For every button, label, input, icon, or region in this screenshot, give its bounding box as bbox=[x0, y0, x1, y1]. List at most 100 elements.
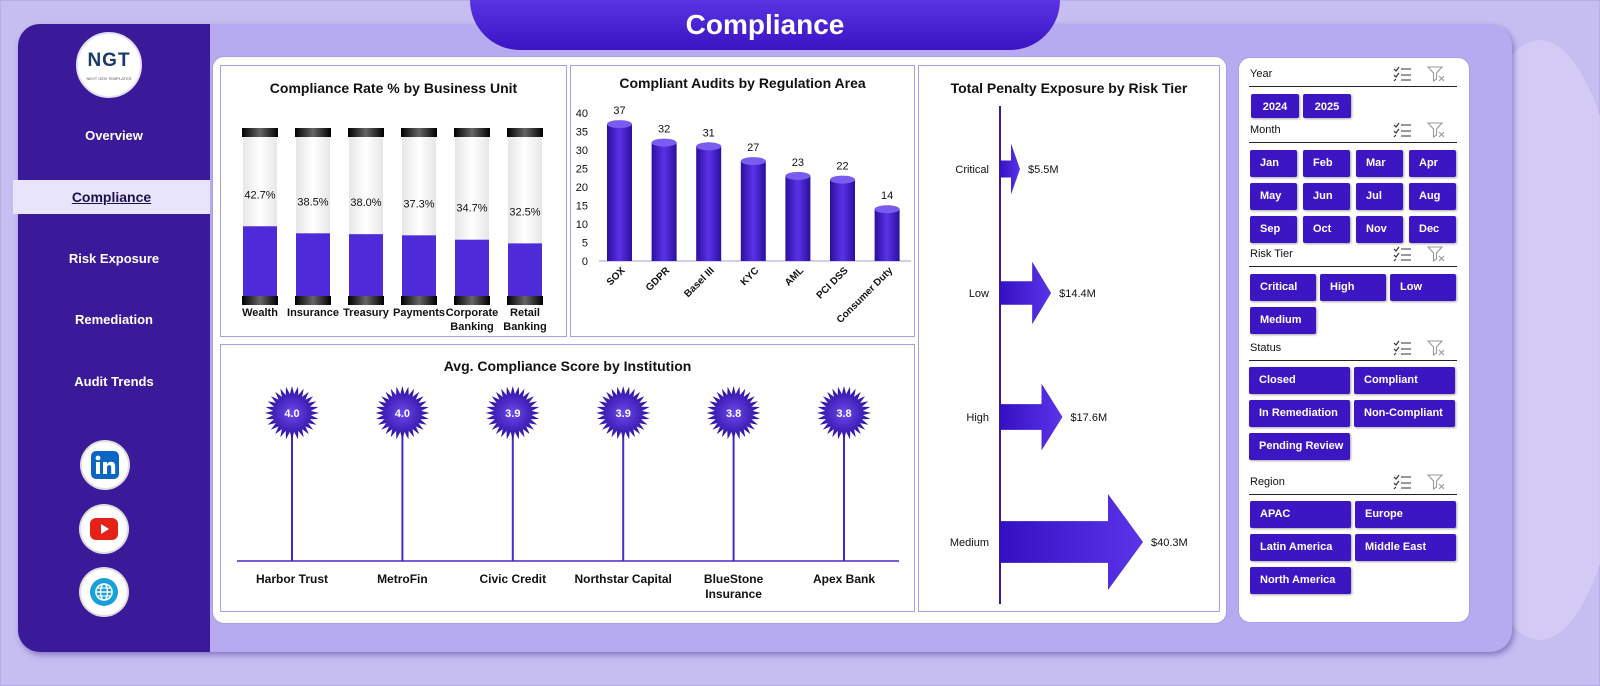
category-label: Harbor Trust bbox=[256, 572, 328, 586]
compliance-bar bbox=[243, 226, 277, 298]
youtube-button[interactable] bbox=[81, 506, 127, 552]
filter-status-compliant[interactable]: Compliant bbox=[1354, 367, 1455, 394]
category-label: KYC bbox=[739, 265, 762, 288]
multi-select-icon[interactable] bbox=[1393, 246, 1411, 262]
filter-month-jan[interactable]: Jan bbox=[1250, 150, 1297, 177]
filter-month-may[interactable]: May bbox=[1250, 183, 1297, 210]
filter-month-dec[interactable]: Dec bbox=[1409, 216, 1456, 243]
y-tick-label: 0 bbox=[582, 256, 588, 268]
linkedin-button[interactable] bbox=[82, 442, 128, 488]
category-label: AML bbox=[783, 265, 806, 288]
page-title: Compliance bbox=[685, 9, 845, 40]
tube-cap-bottom bbox=[242, 296, 278, 305]
filter-header-region: Region bbox=[1249, 474, 1457, 495]
filter-month-aug[interactable]: Aug bbox=[1409, 183, 1456, 210]
youtube-icon bbox=[90, 518, 118, 540]
filter-month-mar[interactable]: Mar bbox=[1356, 150, 1403, 177]
filter-month-sep[interactable]: Sep bbox=[1250, 216, 1297, 243]
penalty-arrow bbox=[1000, 494, 1143, 590]
y-tick-label: 35 bbox=[576, 127, 588, 139]
data-label: 23 bbox=[792, 157, 804, 169]
filter-year-2025[interactable]: 2025 bbox=[1303, 94, 1351, 118]
y-tick-label: 20 bbox=[576, 182, 588, 194]
multi-select-icon[interactable] bbox=[1393, 474, 1411, 490]
filter-month-jul[interactable]: Jul bbox=[1356, 183, 1403, 210]
filter-status-pending-review[interactable]: Pending Review bbox=[1249, 433, 1350, 460]
category-label: GDPR bbox=[644, 265, 673, 294]
filter-risk-critical[interactable]: Critical bbox=[1250, 274, 1316, 301]
data-label: 4.0 bbox=[395, 408, 410, 420]
score-burst bbox=[375, 386, 430, 440]
y-tick-label: 25 bbox=[576, 164, 588, 176]
sidebar-item-overview[interactable]: Overview bbox=[85, 128, 143, 143]
clear-filter-icon[interactable] bbox=[1427, 66, 1445, 82]
multi-select-icon[interactable] bbox=[1393, 66, 1411, 82]
score-burst bbox=[706, 386, 761, 440]
tube-cap-bottom bbox=[454, 296, 490, 305]
filter-risk-high[interactable]: High bbox=[1320, 274, 1386, 301]
filter-status-closed[interactable]: Closed bbox=[1249, 367, 1350, 394]
category-label: Corporate bbox=[446, 307, 499, 319]
filter-status-in-remediation[interactable]: In Remediation bbox=[1249, 400, 1350, 427]
clear-filter-icon[interactable] bbox=[1427, 246, 1445, 262]
chart-avg-compliance-score: Avg. Compliance Score by Institution 4.0… bbox=[220, 344, 915, 612]
data-label: 32.5% bbox=[509, 206, 540, 218]
sidebar-item-risk-exposure[interactable]: Risk Exposure bbox=[68, 251, 160, 266]
filter-region-latin-america[interactable]: Latin America bbox=[1250, 534, 1351, 561]
score-burst bbox=[265, 386, 319, 440]
audit-bar-top bbox=[830, 175, 855, 184]
chart-title: Total Penalty Exposure by Risk Tier bbox=[950, 80, 1188, 96]
score-burst bbox=[596, 386, 651, 440]
data-label: 14 bbox=[881, 190, 893, 202]
category-label: Banking bbox=[503, 321, 546, 333]
data-label: 31 bbox=[703, 127, 715, 139]
filter-region-north-america[interactable]: North America bbox=[1250, 567, 1351, 594]
filter-month-feb[interactable]: Feb bbox=[1303, 150, 1350, 177]
filter-month-oct[interactable]: Oct bbox=[1303, 216, 1350, 243]
tube-cap-top bbox=[242, 128, 278, 137]
filter-region-middle-east[interactable]: Middle East bbox=[1355, 534, 1456, 561]
multi-select-icon[interactable] bbox=[1393, 340, 1411, 356]
clear-filter-icon[interactable] bbox=[1427, 122, 1445, 138]
category-label: Banking bbox=[450, 321, 493, 333]
filter-header-status: Status bbox=[1249, 340, 1457, 361]
data-label: 42.7% bbox=[244, 189, 275, 201]
tube-cap-bottom bbox=[401, 296, 437, 305]
audit-bar bbox=[696, 146, 722, 261]
compliance-bar bbox=[349, 234, 383, 298]
sidebar-item-audit-trends[interactable]: Audit Trends bbox=[74, 374, 154, 389]
filter-month-nov[interactable]: Nov bbox=[1356, 216, 1403, 243]
filter-month-apr[interactable]: Apr bbox=[1409, 150, 1456, 177]
audit-bar-top bbox=[696, 142, 722, 151]
sidebar-item-remediation[interactable]: Remediation bbox=[74, 312, 153, 327]
filter-label: Risk Tier bbox=[1250, 248, 1293, 260]
filter-region-apac[interactable]: APAC bbox=[1250, 501, 1351, 528]
filter-label: Status bbox=[1250, 342, 1282, 354]
multi-select-icon[interactable] bbox=[1393, 122, 1411, 138]
compliance-bar bbox=[455, 239, 489, 298]
website-button[interactable] bbox=[81, 569, 127, 615]
sidebar-item-compliance[interactable]: Compliance bbox=[13, 180, 210, 214]
tube-cap-bottom bbox=[295, 296, 331, 305]
globe-icon bbox=[90, 578, 118, 606]
clear-filter-icon[interactable] bbox=[1427, 340, 1445, 356]
filter-month-jun[interactable]: Jun bbox=[1303, 183, 1350, 210]
y-tick-label: 5 bbox=[582, 238, 588, 250]
data-label: 38.0% bbox=[350, 197, 381, 209]
penalty-exposure-svg: $5.5M Critical $14.4M Low $17.6M High $40.3M Me… bbox=[950, 106, 1188, 604]
filter-label: Region bbox=[1250, 476, 1285, 488]
audit-bar-top bbox=[740, 157, 766, 166]
tube-cap-top bbox=[401, 128, 437, 137]
filter-header-month: Month bbox=[1249, 122, 1457, 143]
filter-risk-medium[interactable]: Medium bbox=[1250, 307, 1316, 334]
data-label: 34.7% bbox=[456, 203, 487, 215]
y-tick-label: 30 bbox=[576, 145, 588, 157]
filter-year-2024[interactable]: 2024 bbox=[1251, 94, 1299, 118]
clear-filter-icon[interactable] bbox=[1427, 474, 1445, 490]
title-tab: Compliance bbox=[470, 0, 1060, 50]
filter-status-non-compliant[interactable]: Non-Compliant bbox=[1354, 400, 1455, 427]
filter-risk-low[interactable]: Low bbox=[1390, 274, 1456, 301]
category-label: Medium bbox=[950, 537, 989, 549]
filter-label: Year bbox=[1250, 68, 1273, 80]
filter-region-europe[interactable]: Europe bbox=[1355, 501, 1456, 528]
